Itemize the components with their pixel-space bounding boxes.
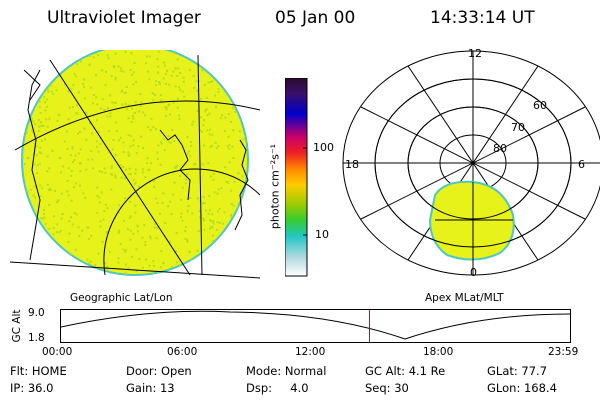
mlat-label-60: 60 (533, 99, 547, 112)
lon-line-vert (197, 54, 203, 276)
coastline-east (234, 139, 249, 231)
altitude-curve (60, 310, 571, 340)
coastline-west (27, 69, 41, 261)
mlt-label-top: 12 (468, 47, 482, 60)
mlat-label-80: 80 (493, 142, 507, 155)
timeline-frame (60, 309, 571, 343)
colorbar (285, 78, 308, 277)
timeline-tick-2: 12:00 (295, 346, 326, 358)
geographic-caption: Geographic Lat/Lon (70, 292, 173, 304)
dsp-status: Dsp: 4.0 (246, 381, 309, 395)
mlt-label-right: 6 (578, 158, 585, 171)
time-label: 14:33:14 UT (430, 8, 535, 28)
mlt-label-bottom: 0 (470, 266, 477, 279)
polar-plot (342, 50, 600, 276)
date-label: 05 Jan 00 (275, 8, 356, 28)
coastline-center (159, 129, 191, 201)
lat-line-lower (10, 261, 260, 279)
gc-alt-status: GC Alt: 4.1 Re (365, 364, 446, 378)
timeline-ymax: 9.0 (28, 307, 45, 319)
timeline-ymin: 1.8 (28, 332, 45, 344)
timeline-tick-0: 00:00 (42, 346, 73, 358)
auroral-oval (428, 180, 515, 261)
colorbar-unit-label: photon cm⁻²s⁻¹ (268, 143, 282, 230)
timeline-tick-1: 06:00 (167, 346, 198, 358)
glat-status: GLat: 77.7 (487, 364, 548, 378)
window-title: Ultraviolet Imager (47, 8, 201, 28)
timeline-ylabel: GC Alt (11, 309, 23, 343)
lon-line-diag (49, 59, 191, 276)
apex-caption: Apex MLat/MLT (425, 292, 504, 304)
mlt-label-left: 18 (345, 158, 359, 171)
colorbar-label-10: 10 (315, 228, 329, 241)
altitude-timeline (60, 309, 571, 343)
coastline-north (23, 69, 41, 101)
ip-status: IP: 36.0 (10, 381, 54, 395)
colorbar-label-100: 100 (313, 141, 334, 154)
uv-disk (21, 50, 249, 276)
geographic-image (10, 50, 260, 279)
door-status: Door: Open (126, 364, 192, 378)
seq-status: Seq: 30 (365, 381, 409, 395)
timeline-tick-4: 23:59 (548, 346, 579, 358)
lat-line-upper (14, 100, 260, 151)
flight-status: Flt: HOME (10, 364, 67, 378)
gain-status: Gain: 13 (126, 381, 175, 395)
timeline-tick-3: 18:00 (423, 346, 454, 358)
lat-circle (103, 168, 260, 276)
glon-status: GLon: 168.4 (487, 381, 557, 395)
mode-status: Mode: Normal (246, 364, 327, 378)
mlat-label-70: 70 (511, 121, 525, 134)
